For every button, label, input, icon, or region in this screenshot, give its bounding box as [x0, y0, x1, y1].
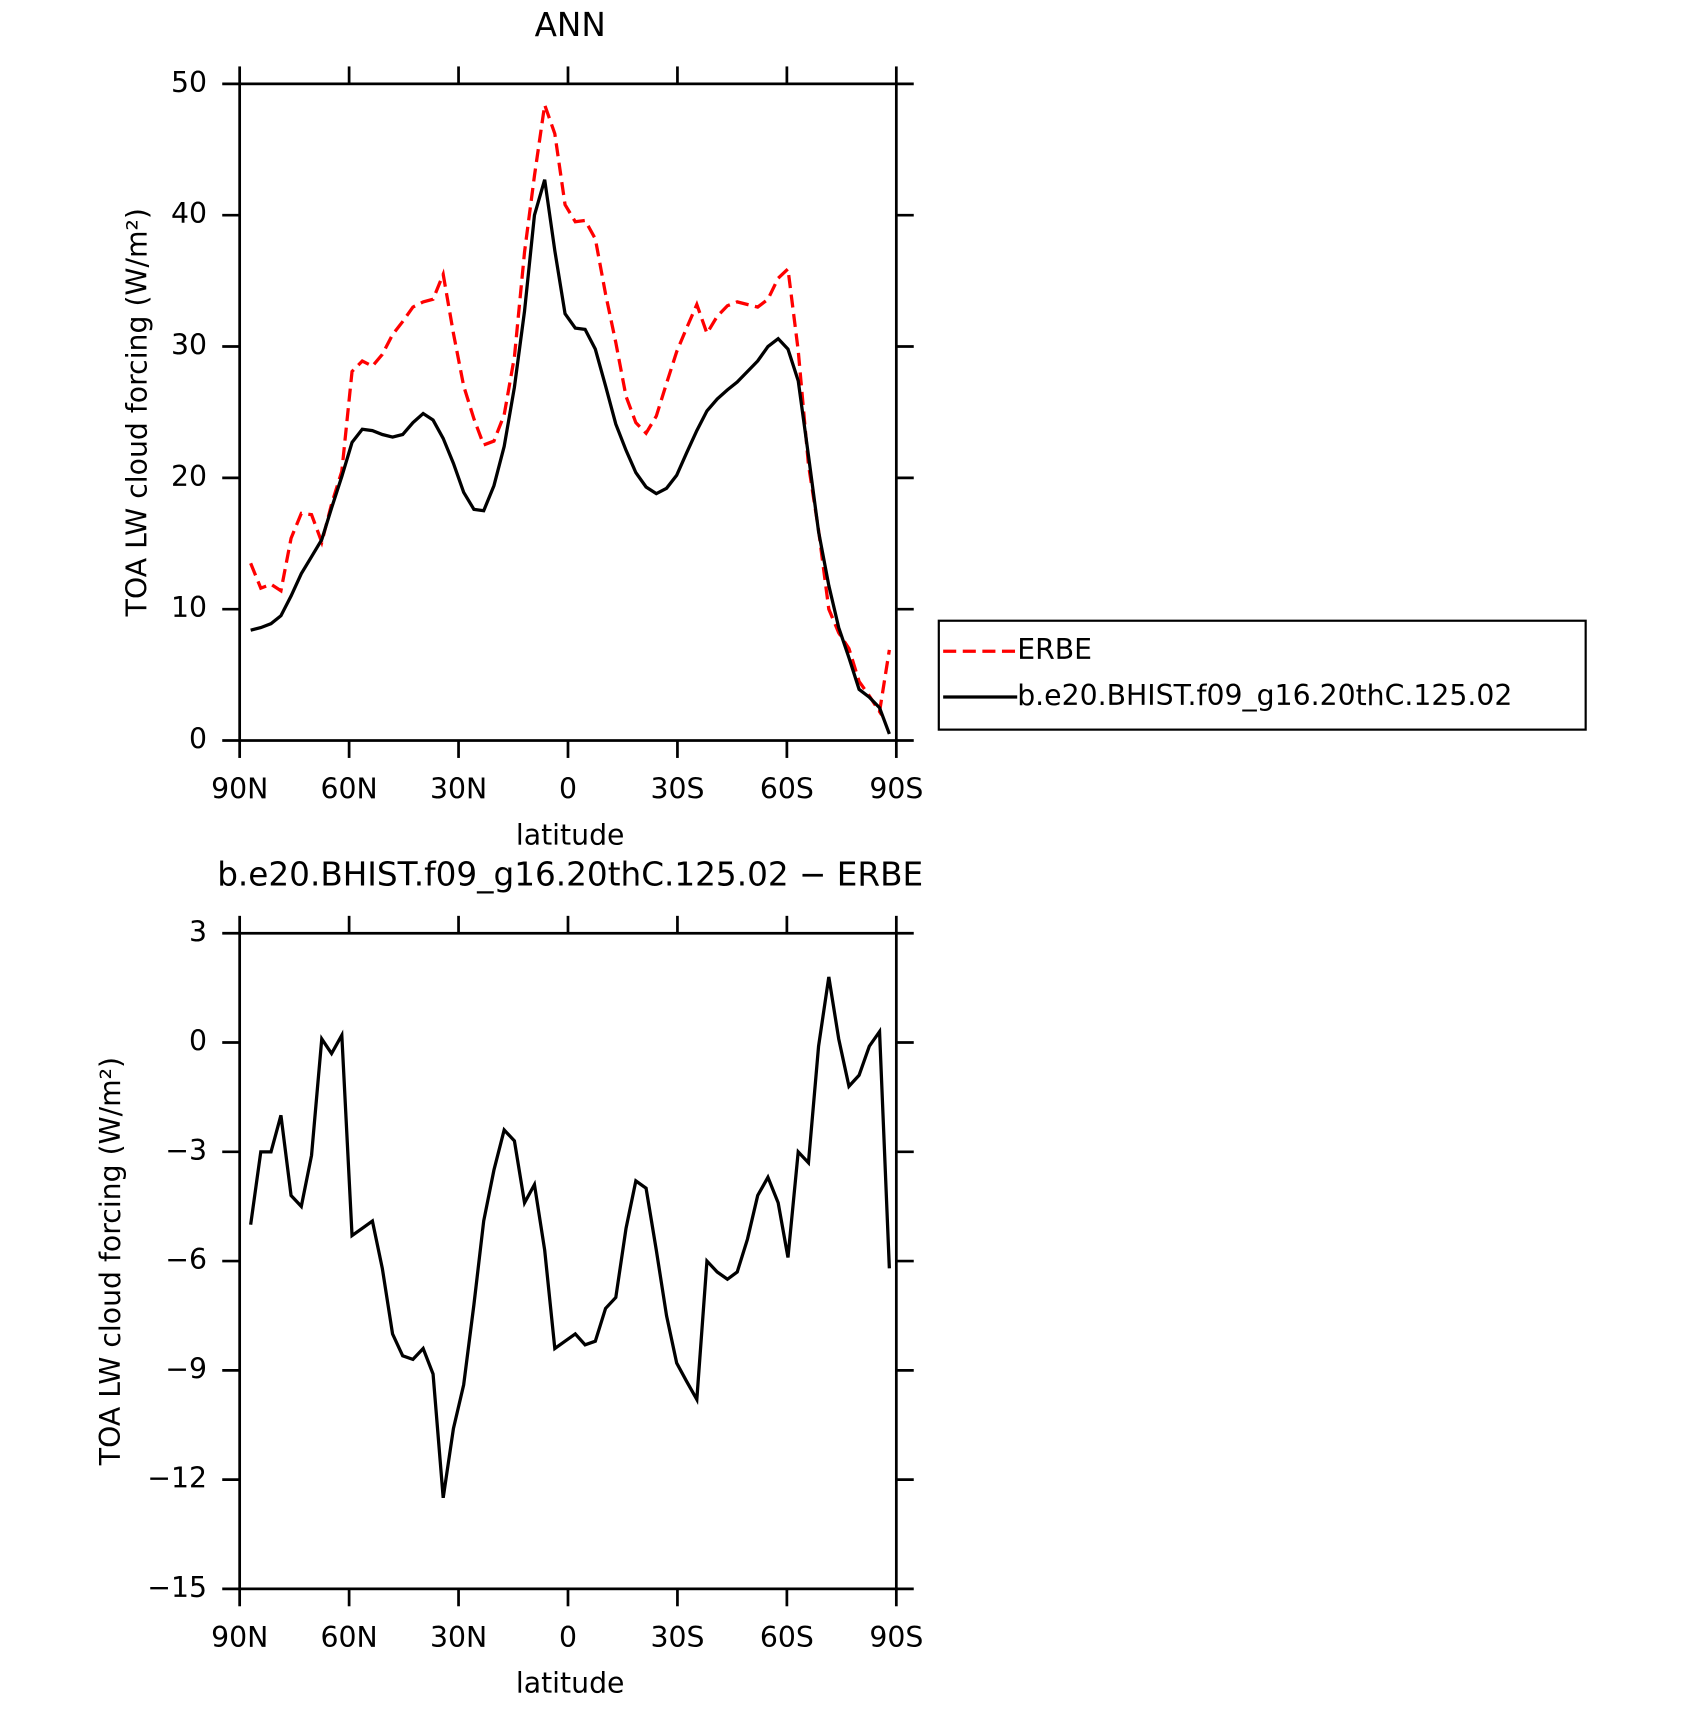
x-tick-label: 0	[559, 773, 577, 806]
x-axis-label: latitude	[516, 1667, 625, 1700]
y-tick-label: −3	[165, 1134, 207, 1167]
x-tick-label: 90S	[869, 1621, 923, 1654]
x-tick-label: 30S	[650, 1621, 704, 1654]
chart-title: b.e20.BHIST.f09_g16.20thC.125.02 − ERBE	[217, 856, 923, 894]
y-tick-label: 40	[171, 197, 207, 230]
data-line	[249, 976, 891, 1499]
x-tick-label: 60N	[321, 1621, 378, 1654]
y-tick-label: −9	[165, 1352, 207, 1385]
legend-box	[937, 619, 1587, 731]
legend-label: b.e20.BHIST.f09_g16.20thC.125.02	[1017, 679, 1512, 712]
y-tick-label: 30	[171, 329, 207, 362]
y-tick-label: −6	[165, 1243, 207, 1276]
y-tick-label: 0	[189, 1025, 207, 1058]
y-tick-label: 3	[189, 915, 207, 948]
data-line	[250, 179, 891, 735]
x-tick-label: 30N	[430, 1621, 487, 1654]
plot-frame	[238, 82, 898, 742]
data-line	[249, 104, 891, 717]
x-tick-label: 90N	[211, 773, 268, 806]
y-tick-label: 0	[189, 723, 207, 756]
x-tick-label: 0	[559, 1621, 577, 1654]
y-tick-label: 10	[171, 591, 207, 624]
x-tick-label: 60S	[760, 1621, 814, 1654]
legend-label: ERBE	[1017, 633, 1092, 666]
y-axis-label: TOA LW cloud forcing (W/m²)	[94, 1057, 127, 1466]
x-tick-label: 30S	[650, 773, 704, 806]
x-tick-label: 60N	[321, 773, 378, 806]
x-tick-label: 90S	[869, 773, 923, 806]
y-tick-label: 50	[171, 66, 207, 99]
plot-frame	[238, 931, 898, 1591]
x-tick-label: 60S	[760, 773, 814, 806]
y-tick-label: 20	[171, 460, 207, 493]
y-tick-label: −12	[147, 1462, 207, 1495]
y-tick-label: −15	[147, 1571, 207, 1604]
chart-title: ANN	[535, 6, 606, 44]
y-axis-label: TOA LW cloud forcing (W/m²)	[120, 208, 153, 617]
x-tick-label: 90N	[211, 1621, 268, 1654]
x-axis-label: latitude	[516, 818, 625, 851]
x-tick-label: 30N	[430, 773, 487, 806]
